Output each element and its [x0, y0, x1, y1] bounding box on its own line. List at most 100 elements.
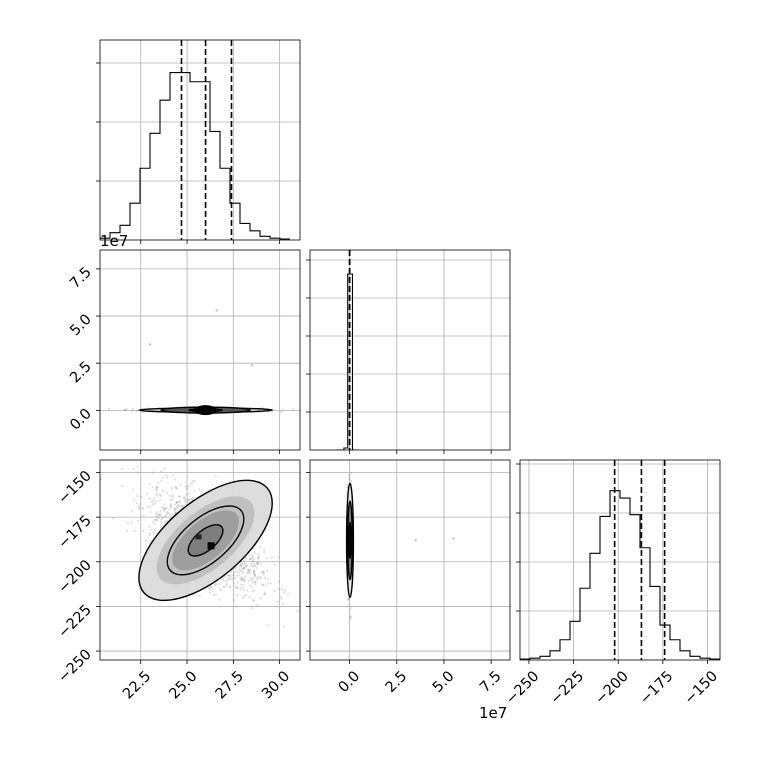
density-block [187, 524, 224, 557]
sample-point [155, 500, 158, 503]
sample-point [107, 407, 110, 411]
sample-point [277, 588, 280, 591]
sample-point [163, 503, 166, 506]
sample-point [180, 505, 184, 508]
sample-point [232, 574, 235, 577]
sample-point [229, 577, 232, 580]
sample-point [137, 471, 140, 474]
sample-point [184, 501, 187, 504]
contour-core [194, 405, 217, 416]
sample-point [264, 591, 267, 594]
sample-point [146, 505, 149, 508]
sample-point [239, 563, 243, 566]
sample-point [347, 597, 350, 601]
sample-point [254, 581, 257, 584]
sample-point [175, 506, 178, 509]
sample-point [235, 570, 238, 573]
sample-point [132, 467, 135, 471]
sample-point [187, 499, 190, 502]
sample-point [219, 587, 222, 590]
sample-point [149, 511, 152, 514]
sample-point [226, 577, 230, 580]
sample-point [163, 508, 166, 511]
sample-point [169, 498, 172, 501]
sample-point [250, 578, 253, 581]
sample-point [155, 489, 158, 492]
sample-point [159, 494, 162, 497]
histogram-step-line [520, 490, 720, 660]
sample-point [214, 584, 217, 587]
sample-point [241, 596, 245, 600]
sample-point [136, 519, 140, 522]
sample-point [242, 584, 245, 587]
sample-point [178, 495, 182, 498]
sample-point [349, 471, 353, 474]
sample-point [254, 574, 257, 577]
sample-point [125, 529, 129, 532]
sample-point [243, 579, 246, 582]
sample-point [152, 500, 155, 503]
sample-point [173, 508, 176, 512]
sample-point [227, 578, 230, 582]
sample-point [256, 577, 259, 580]
sample-point [232, 576, 235, 580]
sample-point [282, 591, 285, 594]
sample-point [185, 493, 188, 496]
sample-point [100, 477, 103, 481]
sample-point [347, 598, 350, 601]
sample-point [249, 576, 252, 579]
sample-point [255, 562, 258, 566]
sample-point [211, 587, 214, 590]
sample-point [230, 570, 233, 573]
sample-point [148, 497, 151, 500]
sample-point [242, 594, 246, 597]
sample-point [256, 563, 260, 566]
sample-point [225, 584, 228, 587]
axis-offset-label-p1-y: 1e7 [100, 232, 128, 250]
sample-point [184, 485, 188, 488]
sample-point [243, 559, 246, 562]
sample-point [136, 465, 139, 468]
sample-point [158, 499, 162, 502]
histogram-p0-bins [100, 72, 290, 240]
sample-point [240, 583, 243, 586]
sample-point [161, 516, 164, 519]
sample-point [247, 571, 250, 574]
sample-point [142, 514, 145, 517]
sample-point [253, 564, 256, 568]
sample-point [168, 507, 171, 511]
sample-point [251, 581, 255, 584]
sample-point [160, 506, 164, 509]
sample-point [249, 558, 253, 561]
sample-point [154, 518, 157, 521]
sample-point [248, 557, 252, 560]
sample-point [158, 493, 162, 496]
sample-point [154, 502, 157, 505]
sample-point [223, 575, 226, 579]
sample-point [133, 498, 136, 501]
sample-point [236, 593, 239, 597]
sample-point [225, 582, 228, 585]
sample-point [138, 508, 141, 511]
sample-point [252, 569, 255, 572]
sample-point [266, 582, 269, 585]
sample-point [163, 467, 166, 470]
sample-point [243, 562, 246, 565]
sample-point [155, 494, 158, 497]
sample-point [240, 578, 243, 581]
sample-point [236, 581, 239, 584]
sample-point [257, 555, 261, 558]
sample-point [141, 411, 144, 414]
sample-point [155, 492, 158, 495]
sample-point [228, 586, 231, 589]
sample-point [154, 518, 157, 521]
sample-point [237, 574, 241, 577]
histogram-step-line [100, 72, 290, 240]
sample-point [266, 411, 270, 414]
sample-point [253, 580, 257, 583]
sample-point [162, 509, 166, 512]
sample-point [238, 567, 241, 570]
sample-point [283, 625, 286, 628]
density-peak [195, 534, 202, 540]
sample-point [452, 537, 455, 540]
